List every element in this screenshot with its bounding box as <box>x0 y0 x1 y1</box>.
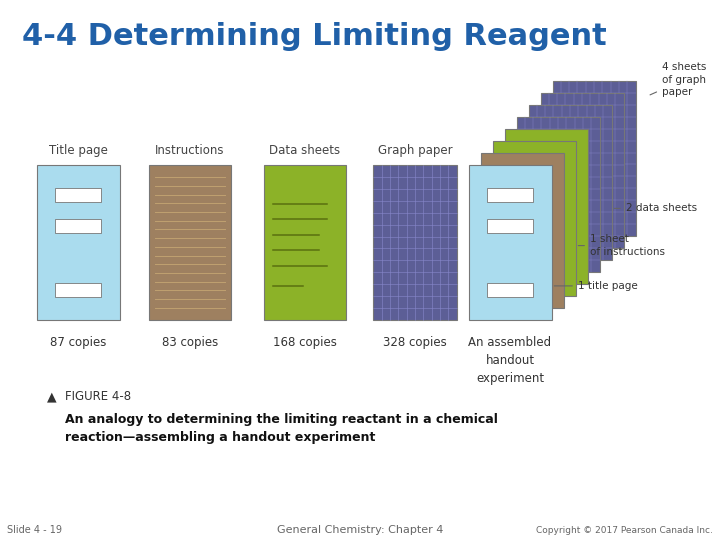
FancyBboxPatch shape <box>505 129 588 284</box>
Text: Graph paper: Graph paper <box>378 144 452 157</box>
Text: 87 copies: 87 copies <box>50 336 106 349</box>
Text: 83 copies: 83 copies <box>162 336 218 349</box>
Text: An analogy to determining the limiting reactant in a chemical
reaction—assemblin: An analogy to determining the limiting r… <box>65 413 498 443</box>
Text: An assembled
handout
experiment: An assembled handout experiment <box>469 336 552 385</box>
Text: Instructions: Instructions <box>156 144 225 157</box>
Text: 328 copies: 328 copies <box>383 336 447 349</box>
Text: 168 copies: 168 copies <box>273 336 337 349</box>
FancyBboxPatch shape <box>55 188 101 202</box>
Text: 4 sheets
of graph
paper: 4 sheets of graph paper <box>650 63 706 97</box>
FancyBboxPatch shape <box>37 165 120 320</box>
Text: Slide 4 - 19: Slide 4 - 19 <box>7 524 62 535</box>
FancyBboxPatch shape <box>552 81 636 236</box>
Text: Data sheets: Data sheets <box>269 144 341 157</box>
Text: 4-4 Determining Limiting Reagent: 4-4 Determining Limiting Reagent <box>22 22 606 51</box>
FancyBboxPatch shape <box>541 93 624 248</box>
FancyBboxPatch shape <box>55 219 101 233</box>
FancyBboxPatch shape <box>374 165 456 320</box>
FancyBboxPatch shape <box>516 117 600 272</box>
Text: ▲: ▲ <box>47 390 56 403</box>
FancyBboxPatch shape <box>487 188 533 202</box>
FancyBboxPatch shape <box>480 153 564 308</box>
Text: 2 data sheets: 2 data sheets <box>614 204 697 213</box>
FancyBboxPatch shape <box>487 283 533 297</box>
Text: FIGURE 4-8: FIGURE 4-8 <box>65 390 131 403</box>
FancyBboxPatch shape <box>487 219 533 233</box>
Text: Title page: Title page <box>48 144 107 157</box>
Text: Copyright © 2017 Pearson Canada Inc.: Copyright © 2017 Pearson Canada Inc. <box>536 525 713 535</box>
FancyBboxPatch shape <box>55 283 101 297</box>
Text: 1 title page: 1 title page <box>554 281 638 291</box>
FancyBboxPatch shape <box>148 165 232 320</box>
FancyBboxPatch shape <box>492 141 575 296</box>
FancyBboxPatch shape <box>469 165 552 320</box>
Text: 1 sheet
of instructions: 1 sheet of instructions <box>578 234 665 257</box>
Text: General Chemistry: Chapter 4: General Chemistry: Chapter 4 <box>276 524 444 535</box>
FancyBboxPatch shape <box>264 165 346 320</box>
FancyBboxPatch shape <box>528 105 611 260</box>
